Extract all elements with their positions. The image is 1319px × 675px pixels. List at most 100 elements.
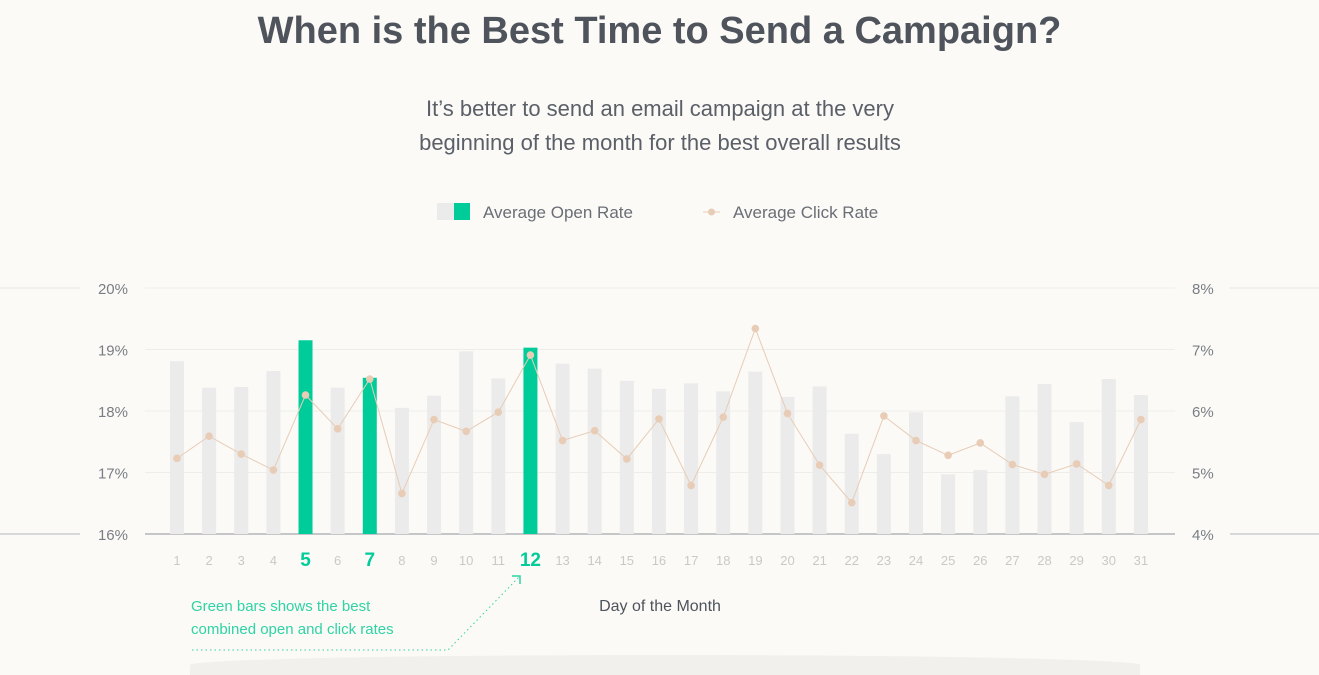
x-tick-label: 16 [652, 553, 666, 568]
bar [812, 386, 827, 534]
legend-open-rate: Average Open Rate [483, 203, 633, 222]
click-rate-point [912, 436, 920, 445]
x-tick-label: 8 [398, 553, 405, 568]
click-rate-point [1072, 460, 1081, 468]
click-rate-point [1008, 460, 1017, 469]
left-tick-label: 19% [98, 343, 128, 360]
arrow-icon [512, 575, 521, 584]
x-tick-label: 14 [587, 553, 601, 568]
subtitle-line: beginning of the month for the best over… [419, 130, 901, 155]
bar [1037, 383, 1052, 534]
click-rate-point [301, 391, 310, 399]
bar [202, 387, 217, 534]
click-rate-point [205, 432, 213, 441]
click-rate-point [558, 436, 567, 445]
bar [170, 361, 184, 534]
x-tick-label: 9 [430, 553, 437, 568]
click-rate-point [623, 455, 631, 463]
chart-subtitle: It’s better to send an email campaign at… [330, 92, 990, 160]
bar [330, 387, 345, 534]
click-rate-point [880, 412, 888, 420]
x-tick-label: 29 [1069, 553, 1083, 568]
tick-labels: 16% 4%17% 5%18% 6%19% 7%20% 8%1 2 3 4 5 6 7 8 9 10 11 12… [98, 281, 1214, 571]
x-tick-label: 6 [334, 553, 341, 568]
bar [651, 388, 666, 534]
click-rate-point [976, 439, 985, 447]
click-rate-point [462, 427, 470, 436]
x-tick-label: 7 [364, 550, 375, 571]
left-tick-label: 16% [98, 527, 128, 544]
legend-dot-icon [708, 208, 715, 216]
click-rate-point [430, 415, 438, 424]
click-rate-point [1040, 470, 1049, 479]
bar [459, 351, 474, 534]
annotation-line: combined open and click rates [191, 621, 394, 638]
x-tick-label: 20 [780, 553, 794, 568]
x-tick-label: 30 [1102, 553, 1116, 568]
bar [908, 412, 923, 534]
click-rate-point [815, 461, 824, 469]
subtitle-line: It’s better to send an email campaign at… [426, 96, 894, 121]
bar [780, 396, 795, 534]
click-rate-point [398, 489, 406, 498]
bar [844, 433, 859, 534]
bar [973, 470, 988, 534]
x-tick-label: 3 [238, 553, 245, 568]
click-rate-point [687, 481, 695, 490]
bar-highlighted [362, 377, 377, 534]
x-tick-label: 24 [909, 553, 923, 568]
x-tick-label: 21 [812, 553, 826, 568]
bar [684, 383, 699, 534]
right-tick-label: 5% [1192, 466, 1214, 483]
bar-highlighted [523, 347, 538, 534]
bar [427, 395, 442, 534]
click-rate-point [237, 450, 246, 458]
bar [491, 378, 506, 534]
bar [748, 371, 763, 534]
x-tick-label: 11 [492, 553, 506, 568]
bar [1133, 395, 1148, 534]
x-axis-label: Day of the Month [599, 598, 721, 615]
legend-swatch-gray [437, 203, 454, 220]
click-rate-point [494, 408, 503, 417]
x-tick-label: 17 [684, 553, 698, 568]
annotation-line: Green bars shows the best [191, 598, 371, 615]
click-rate-point [944, 451, 952, 460]
bar [234, 387, 249, 534]
annotation-pointer [192, 575, 521, 651]
click-rate-point [1137, 415, 1145, 424]
left-tick-label: 17% [98, 466, 128, 483]
click-rate-line [173, 324, 1145, 507]
bar [716, 391, 731, 534]
legend-swatch-green [454, 203, 470, 220]
click-rate-point [1104, 481, 1113, 490]
bar [394, 407, 409, 534]
click-rate-point [719, 413, 728, 421]
bar [1069, 422, 1084, 534]
bar [1101, 379, 1116, 534]
x-tick-label: 5 [300, 550, 311, 571]
chart-title: When is the Best Time to Send a Campaign… [257, 10, 1062, 52]
x-tick-label: 19 [748, 553, 762, 568]
legend-click-rate: Average Click Rate [733, 203, 878, 222]
x-tick-label: 15 [620, 553, 634, 568]
left-tick-label: 20% [98, 281, 128, 298]
x-tick-label: 23 [877, 553, 891, 568]
click-rate-point [783, 409, 792, 418]
x-tick-label: 31 [1134, 553, 1148, 568]
bar [555, 363, 570, 534]
right-tick-label: 4% [1192, 527, 1214, 544]
x-tick-label: 27 [1005, 553, 1019, 568]
click-rate-point [655, 415, 663, 423]
x-tick-label: 1 [173, 553, 180, 568]
click-rate-point [751, 324, 760, 333]
annotation: Green bars shows the best combined open … [191, 575, 521, 651]
bar-highlighted [298, 340, 313, 534]
x-tick-label: 26 [973, 553, 987, 568]
bar [941, 474, 956, 534]
bars [170, 340, 1148, 534]
right-tick-label: 8% [1192, 281, 1214, 298]
bar [266, 371, 281, 534]
left-tick-label: 18% [98, 404, 128, 421]
